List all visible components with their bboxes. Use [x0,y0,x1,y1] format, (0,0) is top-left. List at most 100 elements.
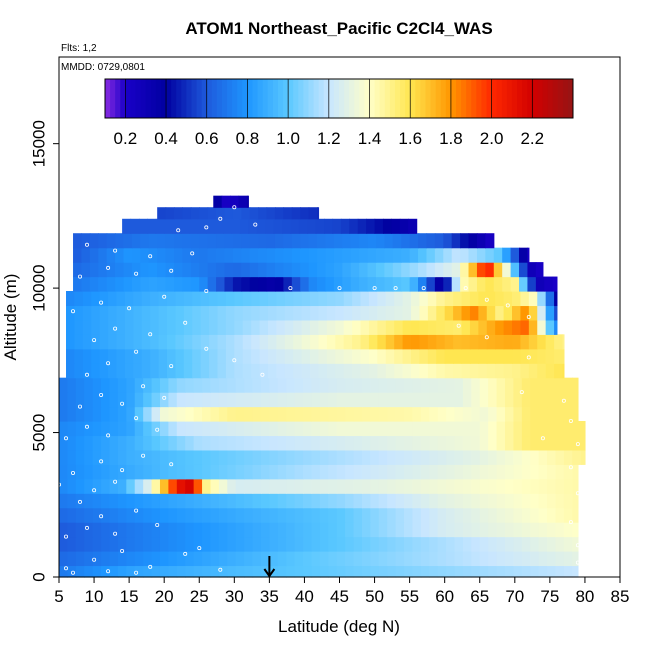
heatmap-cell [378,377,388,393]
heatmap-cell [98,262,108,278]
heatmap-cell [265,218,275,234]
heatmap-cell [402,363,412,379]
heatmap-cell [202,435,212,451]
heatmap-cell [277,507,287,523]
heatmap-cell [252,421,262,437]
heatmap-cell [353,464,363,480]
heatmap-cell [172,218,182,234]
heatmap-cell [580,449,586,465]
sample-point [218,567,223,572]
heatmap-cell [572,565,579,578]
heatmap-cell [259,319,269,335]
x-tick-label: 70 [505,587,524,606]
heatmap-cell [488,551,498,567]
heatmap-cell [454,493,464,509]
heatmap-cell [520,363,530,379]
colorbar-segment [262,79,269,118]
heatmap-cell [202,464,212,480]
heatmap-cell [419,305,429,321]
heatmap-cell [385,319,395,335]
heatmap-cell [462,551,472,567]
heatmap-cell [192,334,202,350]
heatmap-cell [496,493,506,509]
colorbar-segment [242,79,248,118]
heatmap-cell [185,464,195,480]
heatmap-cell [461,305,471,321]
heatmap-cell [420,406,430,422]
heatmap-cell [461,334,471,350]
heatmap-cell [538,522,548,538]
heatmap-cell [530,565,540,578]
heatmap-cell [269,551,279,567]
heatmap-cell [176,565,186,578]
heatmap-cell [286,406,296,422]
heatmap-cell [248,218,258,234]
sample-point [64,566,69,571]
heatmap-cell [520,348,530,364]
heatmap-cell [174,262,184,278]
heatmap-cell [227,421,237,437]
heatmap-cell [251,363,261,379]
heatmap-cell [352,363,362,379]
heatmap-cell [350,233,360,249]
heatmap-cell [418,276,428,292]
heatmap-cell [143,435,153,451]
heatmap-cell [485,276,495,292]
heatmap-cell [404,464,414,480]
heatmap-cell [370,493,380,509]
heatmap-cell [101,478,111,494]
heatmap-cell [294,464,304,480]
heatmap-cell [418,233,428,249]
sample-point [204,225,209,230]
heatmap-cell [159,406,169,422]
heatmap-cell [98,247,108,263]
heatmap-cell [387,377,397,393]
heatmap-cell [84,536,94,552]
colorbar-segment [445,79,452,118]
heatmap-cell [234,305,244,321]
heatmap-cell [378,464,388,480]
heatmap-cell [547,435,557,451]
heatmap-cell [384,233,394,249]
heatmap-cell [293,291,303,307]
heatmap-cell [404,406,414,422]
heatmap-cell [123,247,133,263]
heatmap-cell [209,348,219,364]
heatmap-cell [462,421,472,437]
heatmap-cell [563,392,573,408]
heatmap-cell [126,406,136,422]
sample-point [148,332,153,337]
heatmap-cell [193,551,203,567]
heatmap-cell [479,392,489,408]
sample-point [568,465,573,470]
heatmap-cell [328,565,338,578]
heatmap-cell [342,276,352,292]
heatmap-cell [301,291,311,307]
heatmap-cell [392,276,402,292]
heatmap-cell [310,319,320,335]
heatmap-cell [311,421,321,437]
heatmap-cell [360,291,370,307]
heatmap-cell [117,493,127,509]
heatmap-cell [336,478,346,494]
heatmap-cell [336,406,346,422]
heatmap-cell [242,334,252,350]
heatmap-cell [115,262,125,278]
colorbar-segment [501,79,508,118]
heatmap-cell [519,247,529,263]
heatmap-cell [175,319,185,335]
colorbar-tick-label: 1.6 [398,129,422,148]
heatmap-cell [235,377,245,393]
heatmap-cell [276,348,286,364]
heatmap-cell [218,464,228,480]
heatmap-cell [293,305,303,321]
heatmap-cell [59,493,69,509]
heatmap-cell [210,565,220,578]
sample-point [120,549,125,554]
heatmap-cell [479,522,489,538]
heatmap-cell [277,536,287,552]
heatmap-cell [282,218,292,234]
heatmap-cell [176,551,186,567]
heatmap-cell [384,276,394,292]
heatmap-cell [453,348,463,364]
